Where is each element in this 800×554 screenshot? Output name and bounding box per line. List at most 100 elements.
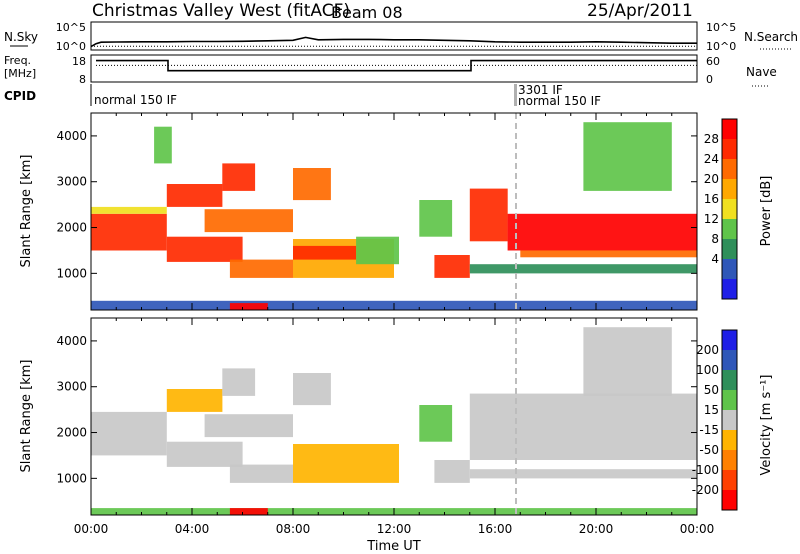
- power-colorbar-cell-6: [722, 219, 737, 240]
- velocity-colorbar-cell-4: [722, 390, 737, 411]
- power-band-19: [583, 122, 672, 191]
- power-band-6: [204, 209, 293, 233]
- velocity-colorbar-tick-3: 50: [704, 383, 719, 397]
- nave-ytick-top: 60: [706, 55, 720, 68]
- velocity-colorbar-tick-4: 15: [704, 403, 719, 417]
- velocity-bands: [91, 327, 698, 515]
- cpid-segment-2: 3301 IF: [518, 83, 563, 97]
- velocity-colorbar-label: Velocity [m s⁻¹]: [759, 375, 774, 476]
- velocity-band-8: [293, 373, 331, 406]
- power-band-17: [293, 168, 331, 201]
- velocity-colorbar-tick-5: -15: [699, 423, 719, 437]
- freq-series-line-1: [96, 59, 697, 72]
- noise-ytick-left-bottom: 10^0: [56, 40, 86, 53]
- power-colorbar-tick-3: 20: [704, 172, 719, 186]
- power-band-21: [229, 303, 268, 310]
- power-colorbar-tick-5: 12: [704, 212, 719, 226]
- power-panel: 1000 2000 3000 4000 Slant Range [km] 28 24 20…: [19, 112, 774, 311]
- cpid-label: CPID: [4, 89, 36, 103]
- freq-series: [96, 59, 697, 72]
- power-band-3: [166, 236, 243, 262]
- power-band-11: [419, 200, 453, 237]
- power-colorbar-cell-5: [722, 199, 737, 220]
- xtick-label-3: 08:00: [276, 522, 311, 536]
- velocity-colorbar-cell-3: [722, 370, 737, 391]
- cpid-segment-3: normal 150 IF: [518, 94, 601, 108]
- xtick-label-1: 00:00: [74, 522, 109, 536]
- power-band-7: [229, 259, 293, 278]
- noise-ytick-right-top: 10^5: [706, 21, 736, 34]
- power-xticks: [90, 113, 698, 310]
- power-band-5: [222, 163, 256, 191]
- power-colorbar-cell-3: [722, 159, 737, 180]
- velocity-xticks: 00:00 04:00 08:00 12:00 16:00 20:00 00:00: [74, 318, 715, 536]
- nsearch-label: N.Search: [744, 30, 798, 44]
- power-band-4: [166, 184, 223, 207]
- velocity-ytick-label-1: 1000: [56, 471, 87, 485]
- freq-unit-label: [MHz]: [4, 67, 36, 80]
- power-ytick-label-2: 2000: [56, 221, 87, 235]
- power-colorbar-tick-6: 8: [711, 232, 719, 246]
- velocity-colorbar-cell-2: [722, 350, 737, 371]
- velocity-band-11: [469, 393, 698, 460]
- x-axis-label: Time UT: [366, 539, 420, 554]
- power-colorbar-cell-4: [722, 179, 737, 200]
- nave-label: Nave: [746, 65, 777, 79]
- velocity-colorbar-cell-5: [722, 410, 737, 431]
- nsky-label: N.Sky: [4, 30, 38, 44]
- power-ytick-label-4: 4000: [56, 129, 87, 143]
- power-colorbar-cell-2: [722, 139, 737, 160]
- power-colorbar-tick-2: 24: [704, 152, 719, 166]
- velocity-colorbar-tick-7: -100: [692, 463, 719, 477]
- velocity-colorbar-tick-2: 100: [696, 363, 719, 377]
- xtick-label-2: 04:00: [175, 522, 210, 536]
- velocity-band-15: [229, 508, 268, 515]
- power-colorbar-tick-1: 28: [704, 132, 719, 146]
- xtick-label-4: 12:00: [377, 522, 412, 536]
- frequency-panel: Freq. [MHz] 18 8 60 0 Nave: [4, 54, 777, 87]
- power-colorbar-label: Power [dB]: [759, 176, 774, 247]
- velocity-colorbar-tick-1: 200: [696, 343, 719, 357]
- freq-ytick-bottom: 8: [79, 73, 86, 86]
- noise-ytick-left-top: 10^5: [56, 21, 86, 34]
- xtick-label-7: 00:00: [680, 522, 715, 536]
- power-band-13: [469, 188, 508, 242]
- noise-ytick-right-bottom: 10^0: [706, 40, 736, 53]
- velocity-band-1: [91, 411, 167, 456]
- velocity-band-10: [434, 460, 470, 483]
- power-colorbar-tick-7: 4: [711, 252, 719, 266]
- velocity-band-9: [419, 405, 453, 442]
- power-colorbar-cell-9: [722, 279, 737, 300]
- velocity-band-6: [229, 464, 293, 483]
- power-band-9: [293, 245, 357, 260]
- xtick-label-6: 20:00: [579, 522, 614, 536]
- power-band-14: [507, 213, 697, 251]
- power-colorbar-frame: [721, 118, 738, 300]
- velocity-ytick-label-4: 4000: [56, 334, 87, 348]
- noise-series: [90, 36, 697, 48]
- velocity-ylabel: Slant Range [km]: [19, 360, 34, 473]
- velocity-band-5: [204, 414, 293, 438]
- power-band-16: [469, 264, 698, 274]
- velocity-colorbar-tick-6: -50: [699, 443, 719, 457]
- velocity-band-12: [469, 469, 698, 479]
- power-ylabel: Slant Range [km]: [19, 155, 34, 268]
- noise-series-line-1: [90, 36, 697, 48]
- velocity-band-2: [166, 441, 243, 467]
- power-band-18: [154, 126, 172, 164]
- beam-label: Beam 08: [331, 3, 403, 22]
- cpid-panel: CPID normal 150 IF 3301 IF normal 150 IF: [4, 83, 601, 108]
- freq-label: Freq.: [4, 54, 31, 67]
- noise-frame: [90, 21, 698, 51]
- velocity-colorbar-cell-9: [722, 490, 737, 511]
- freq-frame: [90, 54, 698, 83]
- velocity-colorbar-cell-6: [722, 430, 737, 451]
- power-ytick-label-1: 1000: [56, 266, 87, 280]
- power-band-10: [356, 236, 399, 265]
- power-band-1: [91, 213, 167, 251]
- power-band-12: [434, 255, 470, 278]
- velocity-colorbar-frame: [721, 329, 738, 511]
- xtick-label-5: 16:00: [478, 522, 513, 536]
- velocity-ytick-label-2: 2000: [56, 426, 87, 440]
